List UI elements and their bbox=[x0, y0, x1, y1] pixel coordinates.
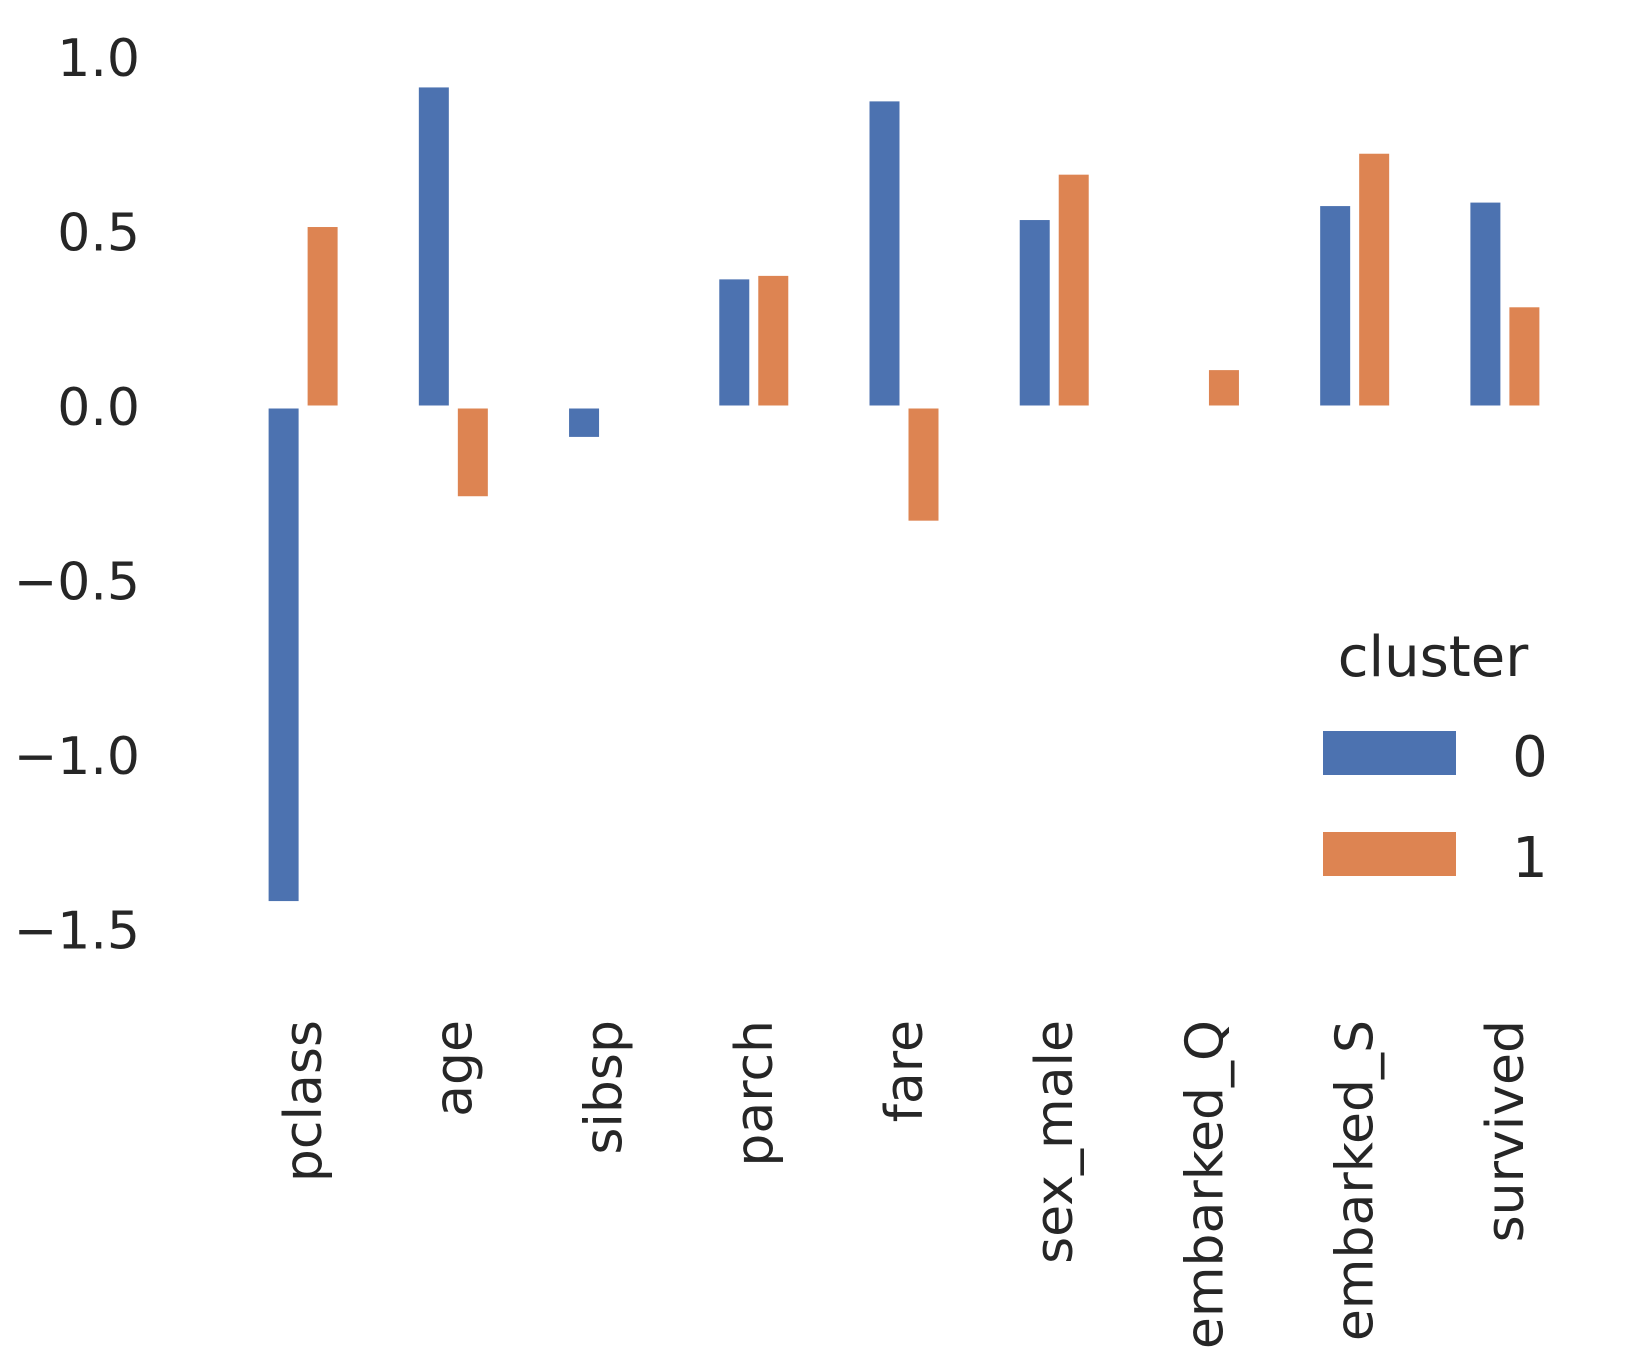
y-tick-label: −1.5 bbox=[14, 902, 140, 962]
x-axis: pclass age sibsp parch fare sex_male embarked_… bbox=[274, 1020, 1536, 1349]
legend-swatch-0 bbox=[1323, 731, 1456, 775]
x-tick-label-fare: fare bbox=[875, 1020, 935, 1122]
bar-embarked_S-cluster-0 bbox=[1317, 203, 1354, 409]
y-tick-label: −0.5 bbox=[14, 553, 140, 613]
legend-swatch-1 bbox=[1323, 832, 1456, 876]
x-tick-label-pclass: pclass bbox=[274, 1020, 334, 1182]
bar-pclass-cluster-1 bbox=[304, 224, 341, 409]
bar-embarked_Q-cluster-1 bbox=[1205, 367, 1242, 409]
bar-sex_male-cluster-0 bbox=[1016, 217, 1053, 409]
bar-sex_male-cluster-1 bbox=[1055, 171, 1092, 409]
legend-title: cluster bbox=[1338, 625, 1529, 690]
x-tick-label-embarked_S: embarked_S bbox=[1326, 1020, 1386, 1341]
y-tick-label: 0.0 bbox=[57, 378, 140, 438]
y-tick-label: 1.0 bbox=[57, 29, 140, 89]
bar-fare-cluster-1 bbox=[905, 405, 942, 524]
legend: cluster 0 1 bbox=[1323, 625, 1548, 891]
bar-age-cluster-0 bbox=[415, 84, 452, 409]
legend-label-1: 1 bbox=[1512, 826, 1548, 891]
bar-sibsp-cluster-0 bbox=[566, 405, 603, 440]
bar-survived-cluster-0 bbox=[1467, 199, 1504, 409]
bar-parch-cluster-1 bbox=[755, 272, 792, 409]
x-tick-label-sibsp: sibsp bbox=[575, 1020, 635, 1155]
bars bbox=[265, 84, 1543, 905]
x-tick-label-survived: survived bbox=[1476, 1020, 1536, 1242]
bar-survived-cluster-1 bbox=[1506, 304, 1543, 409]
legend-label-0: 0 bbox=[1512, 725, 1548, 790]
bar-pclass-cluster-0 bbox=[265, 405, 302, 905]
x-tick-label-embarked_Q: embarked_Q bbox=[1175, 1020, 1235, 1349]
y-axis: 1.0 0.5 0.0 −0.5 −1.0 −1.5 bbox=[14, 29, 140, 962]
bar-parch-cluster-0 bbox=[716, 276, 753, 409]
x-tick-label-parch: parch bbox=[725, 1020, 785, 1167]
bar-embarked_S-cluster-1 bbox=[1356, 150, 1393, 409]
y-tick-label: 0.5 bbox=[57, 204, 140, 264]
y-tick-label: −1.0 bbox=[14, 727, 140, 787]
x-tick-label-sex_male: sex_male bbox=[1025, 1020, 1085, 1264]
bar-fare-cluster-0 bbox=[866, 98, 903, 409]
bar-age-cluster-1 bbox=[454, 405, 491, 500]
x-tick-label-age: age bbox=[424, 1020, 484, 1117]
